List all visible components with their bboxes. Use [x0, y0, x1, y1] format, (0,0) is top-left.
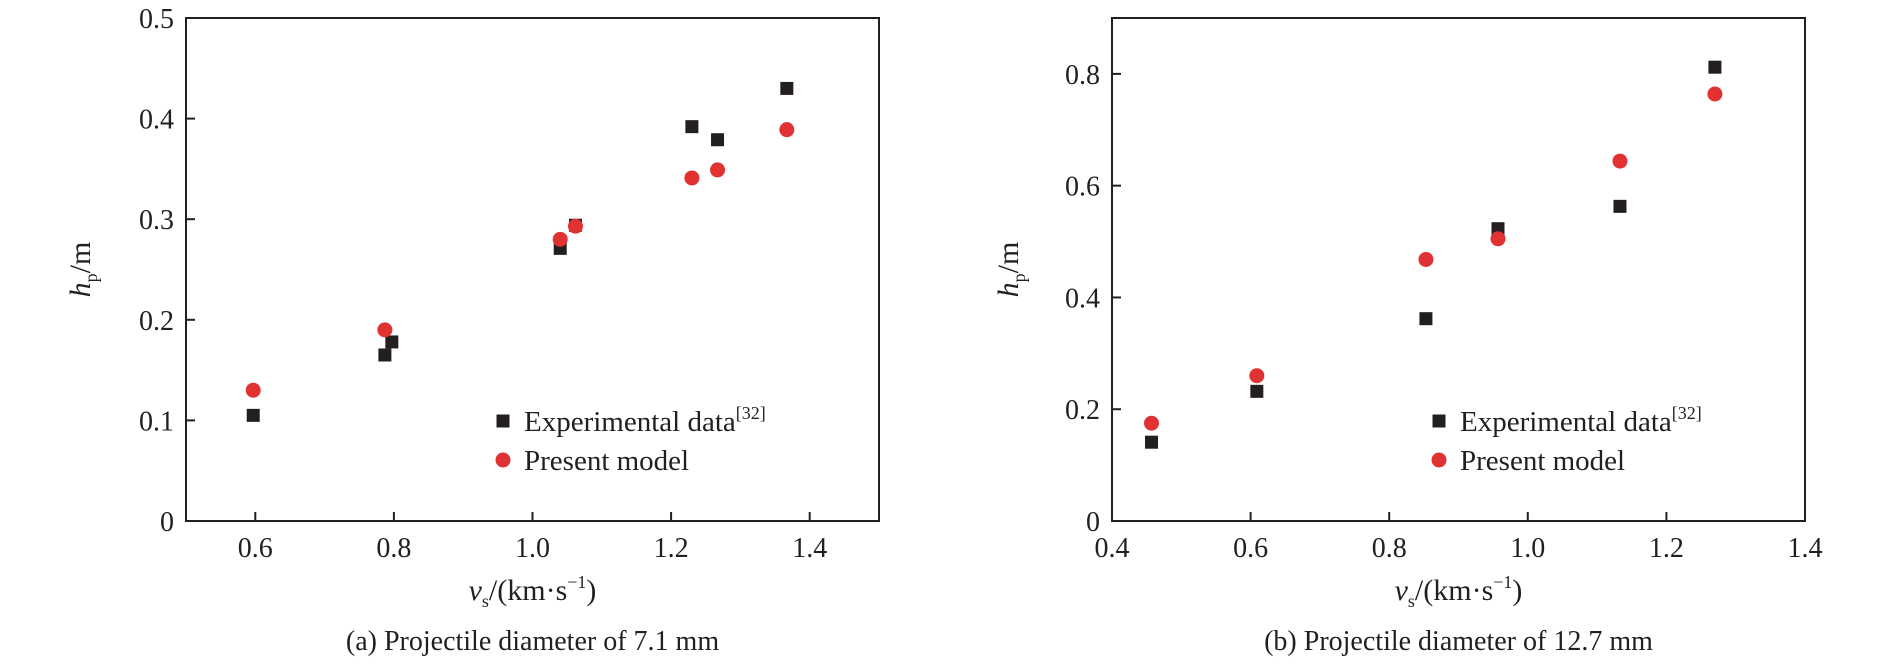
data-point-model — [1490, 231, 1506, 247]
x-tick-label: 1.2 — [1649, 533, 1684, 564]
legend-label: Present model — [524, 445, 689, 477]
legend-label: Experimental data[32] — [524, 403, 766, 438]
data-point-model — [245, 382, 261, 398]
chart-a: 0.6 0.8 1.0 1.2 1.4 0 0.1 0.2 0.3 0.4 0.5 hp/m vs/(k… — [64, 4, 880, 657]
x-tick-label: 0.8 — [1372, 533, 1407, 564]
x-tick-label: 0.6 — [1233, 533, 1268, 564]
y-tick-label: 0 — [1086, 507, 1100, 538]
y-tick-label: 0 — [160, 507, 174, 538]
y-tick-label: 0.6 — [1065, 172, 1100, 203]
data-point-experimental — [1613, 199, 1627, 213]
chart-caption: (b) Projectile diameter of 12.7 mm — [1264, 626, 1653, 657]
legend-label: Present model — [1460, 445, 1625, 477]
data-point-model — [1249, 368, 1265, 384]
data-point-model — [1707, 86, 1723, 102]
legend-marker-experimental — [1432, 414, 1446, 428]
x-tick-label: 0.4 — [1095, 533, 1130, 564]
data-point-experimental — [378, 348, 392, 362]
data-point-experimental — [246, 408, 260, 422]
data-point-experimental — [711, 133, 725, 147]
y-tick-label: 0.3 — [139, 205, 174, 236]
y-tick-label: 0.8 — [1065, 60, 1100, 91]
plot-frame — [1111, 17, 1806, 522]
data-point-model — [552, 231, 568, 247]
data-point-experimental — [1491, 222, 1505, 236]
data-point-model — [1612, 153, 1628, 169]
data-point-experimental — [385, 335, 399, 349]
y-axis-title: hp/m — [992, 242, 1029, 298]
x-tick-label: 1.0 — [1510, 533, 1545, 564]
x-tick-label: 0.6 — [238, 533, 273, 564]
legend-marker-model — [1431, 452, 1447, 468]
data-point-experimental — [780, 81, 794, 95]
chart-caption: (a) Projectile diameter of 7.1 mm — [346, 626, 719, 657]
x-axis-title: vs/(km·s−1) — [1395, 572, 1523, 611]
data-point-experimental — [1145, 435, 1159, 449]
y-tick-label: 0.5 — [139, 4, 174, 35]
y-tick-label: 0.4 — [1065, 283, 1100, 314]
data-point-model — [1144, 415, 1160, 431]
y-tick-label: 0.2 — [1065, 395, 1100, 426]
data-point-model — [567, 218, 583, 234]
chart-b: 0.4 0.6 0.8 1.0 1.2 1.4 0 0.2 0.4 0.6 0.8 hp/m vs/(k… — [992, 17, 1823, 657]
legend-marker-experimental — [496, 414, 510, 428]
legend-marker-model — [495, 452, 511, 468]
x-tick-label: 1.2 — [654, 533, 689, 564]
x-tick-label: 1.4 — [1788, 533, 1823, 564]
y-axis-title: hp/m — [64, 242, 101, 298]
y-tick-label: 0.1 — [139, 406, 174, 437]
y-tick-label: 0.4 — [139, 105, 174, 136]
x-axis-title: vs/(km·s−1) — [469, 572, 597, 611]
legend-label: Experimental data[32] — [1460, 403, 1702, 438]
data-point-experimental — [1250, 384, 1264, 398]
data-point-model — [1418, 251, 1434, 267]
x-tick-label: 1.4 — [792, 533, 827, 564]
x-tick-label: 1.0 — [515, 533, 550, 564]
data-point-model — [779, 122, 795, 138]
data-point-experimental — [1419, 312, 1433, 326]
data-point-experimental — [685, 120, 699, 134]
x-tick-label: 0.8 — [376, 533, 411, 564]
data-point-experimental — [1708, 60, 1722, 74]
data-point-model — [710, 162, 726, 178]
data-point-model — [377, 322, 393, 338]
data-point-model — [684, 170, 700, 186]
y-tick-label: 0.2 — [139, 306, 174, 337]
